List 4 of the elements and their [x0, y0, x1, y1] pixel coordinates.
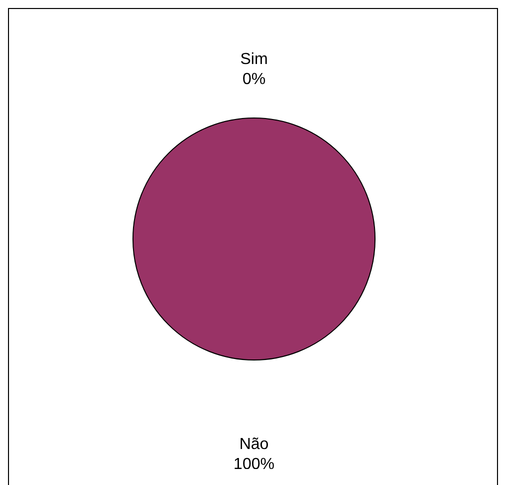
category-label: Sim: [240, 51, 268, 68]
text: 0%: [242, 71, 266, 88]
data-label: 100%: [234, 456, 274, 473]
slice-label: Não: [239, 436, 269, 453]
